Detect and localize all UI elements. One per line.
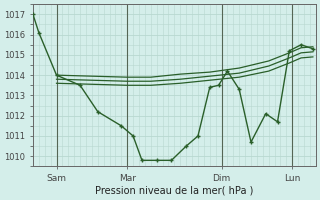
X-axis label: Pression niveau de la mer( hPa ): Pression niveau de la mer( hPa ) [95,186,253,196]
